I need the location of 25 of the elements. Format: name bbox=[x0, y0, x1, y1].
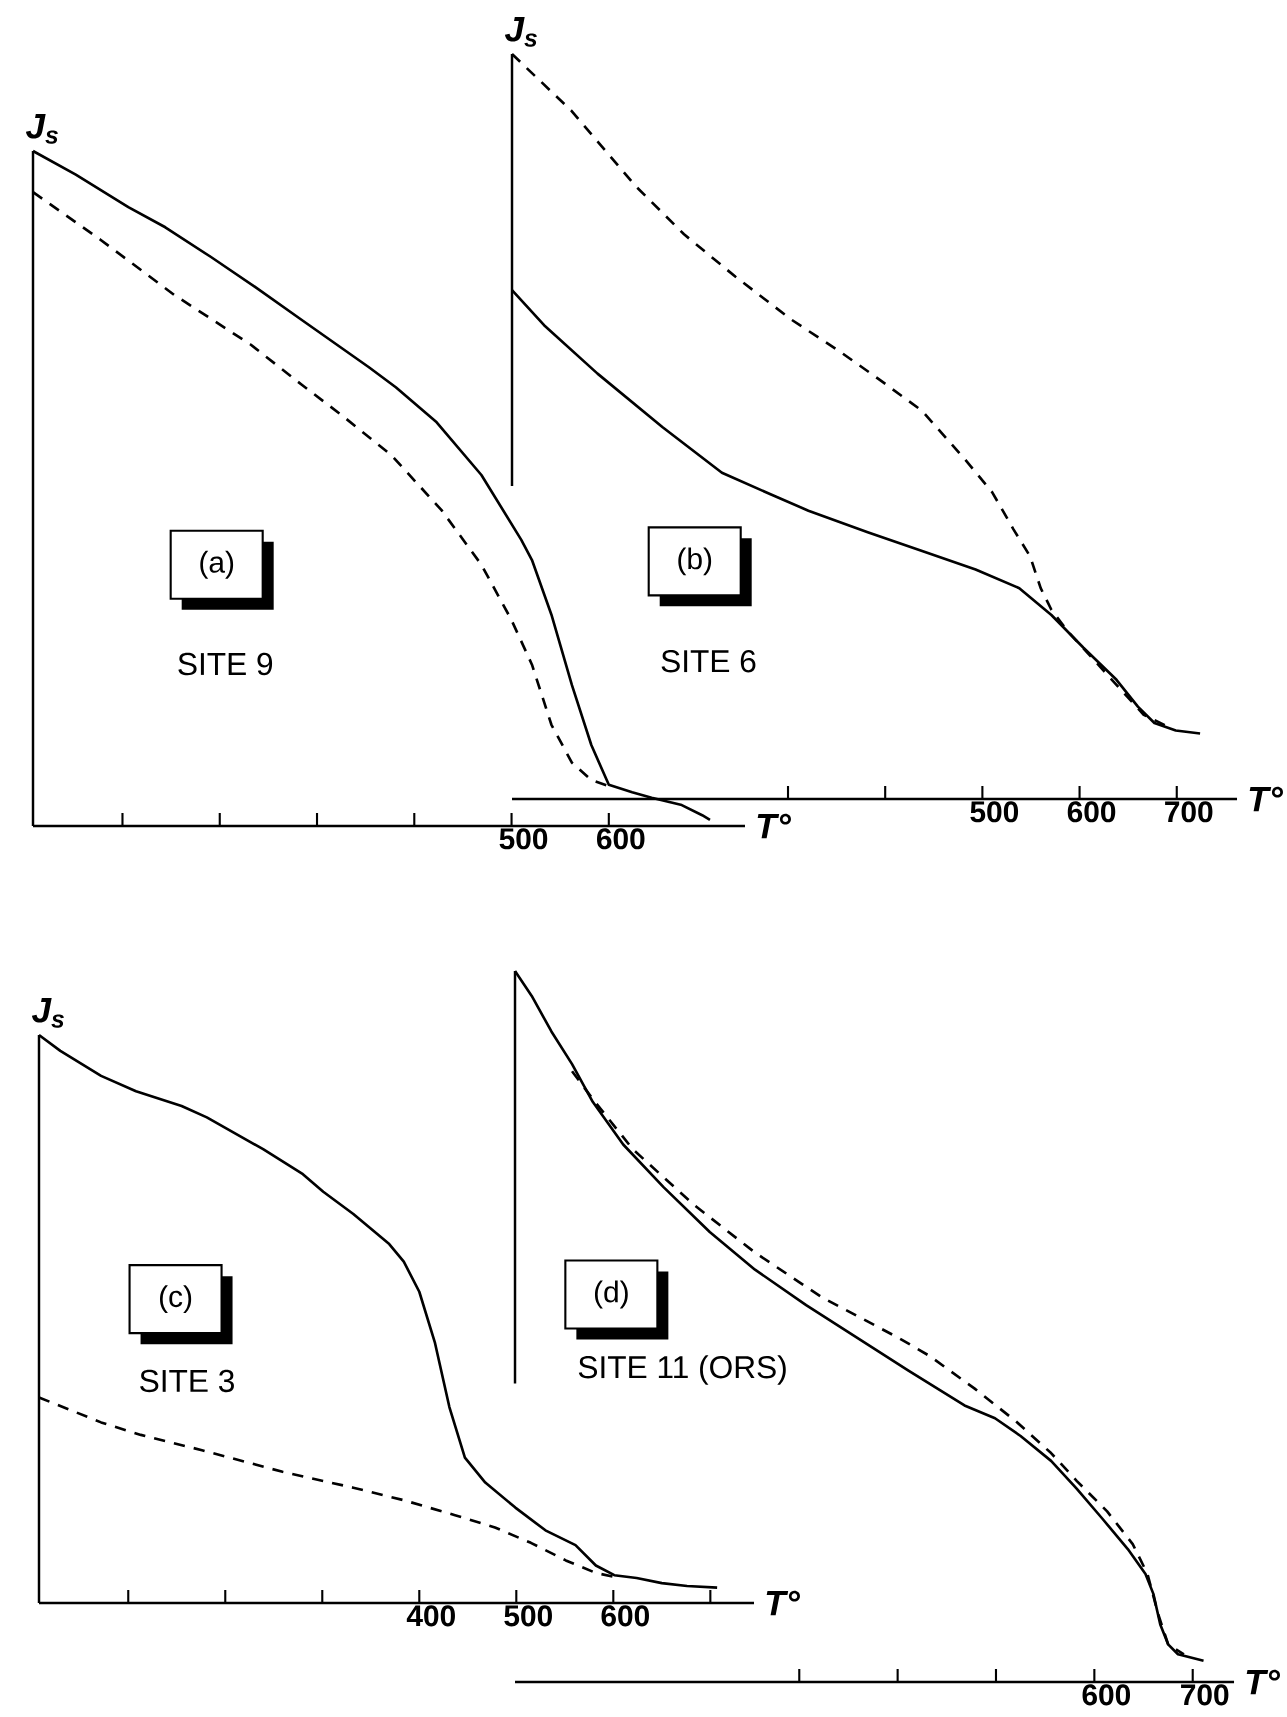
x-axis-title: T° bbox=[1246, 1669, 1280, 1695]
annotation: (a) bbox=[200, 550, 234, 579]
x-axis-title: T° bbox=[757, 813, 791, 839]
annotation: SITE 11 (ORS) bbox=[578, 1355, 786, 1385]
y-axis-title: J$_{s}$ bbox=[31, 998, 64, 1028]
x-tick-label: 600 bbox=[601, 1605, 649, 1627]
annotation: SITE 6 bbox=[661, 649, 756, 673]
x-axis-title: T° bbox=[766, 1590, 800, 1616]
y-axis-title: J$_{s}$ bbox=[504, 17, 537, 47]
x-tick-label: 500 bbox=[970, 801, 1019, 823]
x-tick-label: 600 bbox=[1067, 801, 1116, 823]
annotation: SITE 3 bbox=[140, 1369, 234, 1393]
x-tick-label: 500 bbox=[504, 1605, 552, 1627]
x-tick-label: 600 bbox=[597, 828, 645, 850]
x-tick-label: 400 bbox=[406, 1605, 455, 1627]
x-tick-label: 700 bbox=[1165, 801, 1213, 823]
x-axis-title: T° bbox=[1249, 786, 1283, 812]
x-tick-label: 700 bbox=[1181, 1684, 1229, 1706]
annotation: (c) bbox=[160, 1285, 192, 1314]
x-tick-label: 600 bbox=[1082, 1684, 1131, 1706]
annotation: (b) bbox=[678, 547, 712, 576]
annotation: (d) bbox=[594, 1280, 628, 1309]
annotation: SITE 9 bbox=[178, 652, 273, 676]
x-tick-label: 500 bbox=[499, 828, 548, 850]
y-axis-title: J$_{s}$ bbox=[25, 114, 58, 144]
